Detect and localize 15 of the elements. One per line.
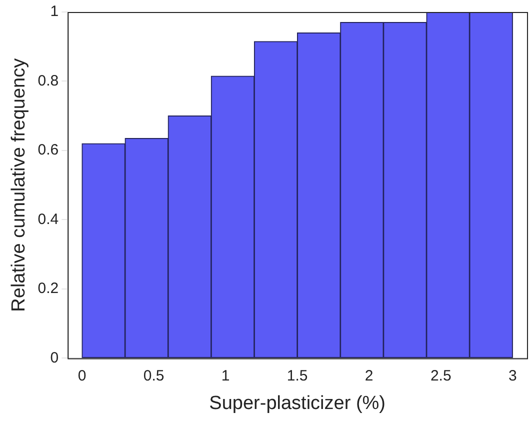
- y-tick-label: 0.6: [38, 142, 59, 159]
- y-tick-label: 1: [50, 3, 59, 20]
- x-tick-label: 3: [508, 367, 517, 384]
- x-tick-label: 2.5: [430, 367, 452, 384]
- y-tick-label: 0.4: [38, 210, 59, 228]
- x-tick-label: 1.5: [286, 367, 308, 384]
- x-tick-label: 0.5: [143, 367, 164, 384]
- x-tick-label: 0: [78, 367, 86, 384]
- y-tick-label: 0.2: [38, 280, 59, 298]
- y-tick-label: 0.8: [38, 72, 59, 90]
- y-axis-title: Relative cumulative frequency: [8, 58, 30, 312]
- x-axis-title: Super-plasticizer (%): [209, 392, 386, 414]
- y-tick-label: 0: [50, 349, 59, 366]
- x-tick-label: 2: [364, 367, 374, 384]
- x-tick-label: 1: [221, 367, 230, 384]
